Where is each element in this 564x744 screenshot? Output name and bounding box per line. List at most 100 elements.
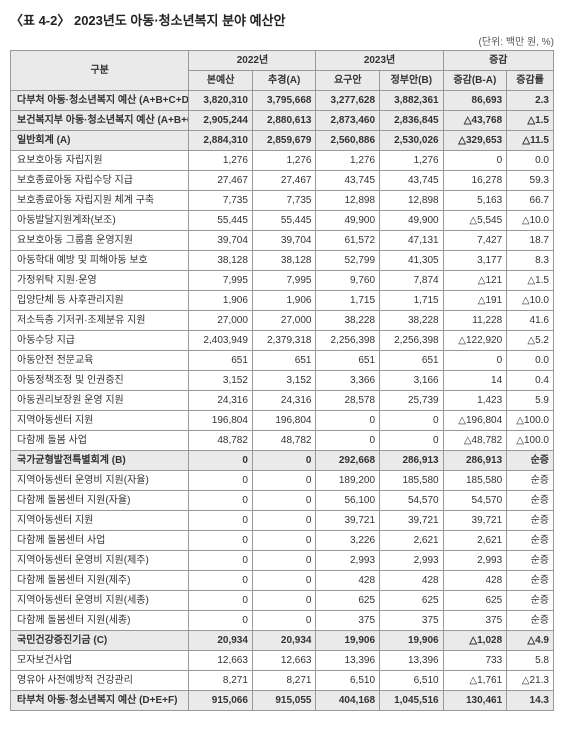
row-value: 27,467 xyxy=(252,171,316,191)
row-value: 3,177 xyxy=(443,251,507,271)
row-value: 375 xyxy=(316,611,380,631)
row-value: 6,510 xyxy=(380,671,444,691)
row-value: 2,403,949 xyxy=(189,331,253,351)
table-row: 다함께 돌봄센터 지원(자율)0056,10054,57054,570순증 xyxy=(11,491,554,511)
table-row: 다부처 아동·청소년복지 예산 (A+B+C+D+E+F)3,820,3103,… xyxy=(11,91,554,111)
row-value: 651 xyxy=(252,351,316,371)
row-value: 1,276 xyxy=(252,151,316,171)
row-label: 아동권리보장원 운영 지원 xyxy=(11,391,189,411)
row-value: 1,906 xyxy=(252,291,316,311)
row-value: 11,228 xyxy=(443,311,507,331)
row-value: 54,570 xyxy=(443,491,507,511)
row-value: 2,621 xyxy=(443,531,507,551)
row-value: 12,898 xyxy=(380,191,444,211)
row-value: △1,761 xyxy=(443,671,507,691)
row-label: 타부처 아동·청소년복지 예산 (D+E+F) xyxy=(11,691,189,711)
header-chu: 추경(A) xyxy=(252,71,316,91)
row-value: 292,668 xyxy=(316,451,380,471)
row-value: 순증 xyxy=(507,511,554,531)
row-value: 0 xyxy=(189,611,253,631)
table-row: 아동권리보장원 운영 지원24,31624,31628,57825,7391,4… xyxy=(11,391,554,411)
row-label: 아동학대 예방 및 피해아동 보호 xyxy=(11,251,189,271)
row-label: 일반회계 (A) xyxy=(11,131,189,151)
row-value: 2,859,679 xyxy=(252,131,316,151)
row-value: 0 xyxy=(252,571,316,591)
row-value: 9,760 xyxy=(316,271,380,291)
row-value: 428 xyxy=(443,571,507,591)
row-value: 0 xyxy=(252,471,316,491)
row-value: 2,256,398 xyxy=(316,331,380,351)
row-value: 733 xyxy=(443,651,507,671)
row-value: 3,277,628 xyxy=(316,91,380,111)
row-value: 3,166 xyxy=(380,371,444,391)
row-value: 0 xyxy=(252,551,316,571)
table-row: 국가균형발전특별회계 (B)00292,668286,913286,913순증 xyxy=(11,451,554,471)
row-value: 49,900 xyxy=(380,211,444,231)
row-value: 5.8 xyxy=(507,651,554,671)
row-value: 24,316 xyxy=(189,391,253,411)
row-value: 38,228 xyxy=(380,311,444,331)
row-value: △10.0 xyxy=(507,291,554,311)
row-label: 다함께 돌봄 사업 xyxy=(11,431,189,451)
row-value: 7,427 xyxy=(443,231,507,251)
row-value: 625 xyxy=(316,591,380,611)
row-label: 다함께 돌봄센터 지원(제주) xyxy=(11,571,189,591)
row-value: 2,621 xyxy=(380,531,444,551)
row-value: 2,873,460 xyxy=(316,111,380,131)
row-value: 56,100 xyxy=(316,491,380,511)
row-value: △4.9 xyxy=(507,631,554,651)
row-label: 지역아동센터 지원 xyxy=(11,411,189,431)
row-value: 38,128 xyxy=(252,251,316,271)
table-row: 아동발달지원계좌(보조)55,44555,44549,90049,900△5,5… xyxy=(11,211,554,231)
row-label: 아동정책조정 및 인권증진 xyxy=(11,371,189,391)
row-value: 41,305 xyxy=(380,251,444,271)
row-value: 1,276 xyxy=(380,151,444,171)
row-value: 2,836,845 xyxy=(380,111,444,131)
row-value: △191 xyxy=(443,291,507,311)
row-value: 43,745 xyxy=(316,171,380,191)
row-label: 보호종료아동 자립수당 지급 xyxy=(11,171,189,191)
row-value: 5,163 xyxy=(443,191,507,211)
table-title: 〈표 4-2〉 2023년도 아동·청소년복지 분야 예산안 xyxy=(10,10,554,29)
row-label: 영유아 사전예방적 건강관리 xyxy=(11,671,189,691)
row-value: 1,715 xyxy=(380,291,444,311)
row-label: 아동발달지원계좌(보조) xyxy=(11,211,189,231)
table-row: 다함께 돌봄센터 지원(세종)00375375375순증 xyxy=(11,611,554,631)
row-value: 185,580 xyxy=(380,471,444,491)
row-value: 1,715 xyxy=(316,291,380,311)
row-value: 38,128 xyxy=(189,251,253,271)
table-row: 지역아동센터 운영비 지원(자율)00189,200185,580185,580… xyxy=(11,471,554,491)
row-value: 1,276 xyxy=(189,151,253,171)
table-row: 보호종료아동 자립지원 체계 구축7,7357,73512,89812,8985… xyxy=(11,191,554,211)
table-row: 가정위탁 지원·운영7,9957,9959,7607,874△121△1.5 xyxy=(11,271,554,291)
row-label: 다부처 아동·청소년복지 예산 (A+B+C+D+E+F) xyxy=(11,91,189,111)
row-value: 3,882,361 xyxy=(380,91,444,111)
row-value: 651 xyxy=(189,351,253,371)
row-value: 428 xyxy=(380,571,444,591)
row-value: 196,804 xyxy=(189,411,253,431)
row-value: 18.7 xyxy=(507,231,554,251)
row-value: △100.0 xyxy=(507,431,554,451)
row-value: 625 xyxy=(380,591,444,611)
row-value: △196,804 xyxy=(443,411,507,431)
row-value: △48,782 xyxy=(443,431,507,451)
row-value: 915,066 xyxy=(189,691,253,711)
row-value: 8,271 xyxy=(252,671,316,691)
row-value: 0.4 xyxy=(507,371,554,391)
row-value: 0 xyxy=(316,411,380,431)
table-row: 보호종료아동 자립수당 지급27,46727,46743,74543,74516… xyxy=(11,171,554,191)
row-value: 순증 xyxy=(507,491,554,511)
row-value: 47,131 xyxy=(380,231,444,251)
row-value: 28,578 xyxy=(316,391,380,411)
row-value: 7,874 xyxy=(380,271,444,291)
row-label: 요보호아동 그룹홈 운영지원 xyxy=(11,231,189,251)
header-2022: 2022년 xyxy=(189,51,316,71)
row-value: 2,993 xyxy=(380,551,444,571)
row-value: 39,704 xyxy=(189,231,253,251)
row-label: 지역아동센터 운영비 지원(자율) xyxy=(11,471,189,491)
row-value: 7,995 xyxy=(252,271,316,291)
header-rate: 증감률 xyxy=(507,71,554,91)
row-value: 3,366 xyxy=(316,371,380,391)
row-value: 651 xyxy=(380,351,444,371)
row-value: 1,906 xyxy=(189,291,253,311)
